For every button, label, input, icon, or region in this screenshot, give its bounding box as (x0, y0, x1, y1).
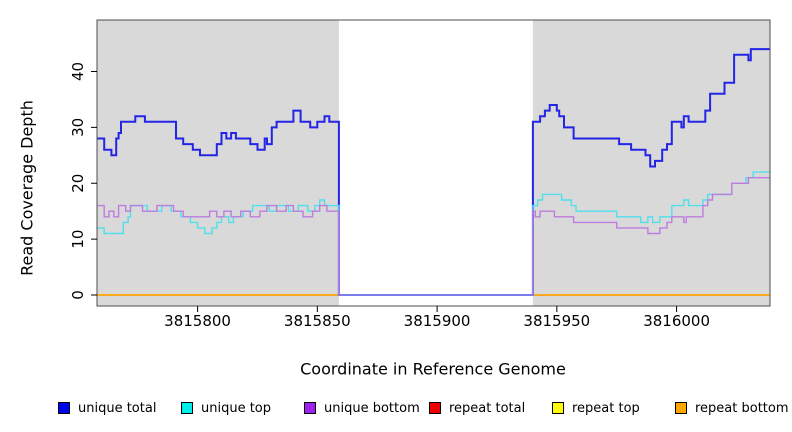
legend-label: repeat top (572, 400, 640, 416)
y-axis-label: Read Coverage Depth (17, 100, 37, 276)
x-tick-label: 3815950 (523, 312, 590, 330)
plot-border (96, 19, 771, 307)
x-tick-label: 3815900 (404, 312, 471, 330)
legend: unique total unique top unique bottom re… (0, 398, 792, 418)
y-tick-label: 20 (69, 174, 87, 193)
unique-bottom-swatch-icon (304, 402, 316, 414)
repeat-bottom-swatch-icon (675, 402, 687, 414)
x-tick-label: 3815850 (284, 312, 351, 330)
legend-item-repeat-total: repeat total (429, 398, 525, 418)
y-tick-label: 40 (69, 62, 87, 81)
shaded-region (97, 20, 339, 306)
repeat-top-swatch-icon (552, 402, 564, 414)
x-tick-label: 3815800 (164, 312, 231, 330)
y-tick-label: 0 (69, 290, 87, 300)
repeat-total-swatch-icon (429, 402, 441, 414)
y-tick-label: 10 (69, 230, 87, 249)
unique-total-swatch-icon (58, 402, 70, 414)
series-unique-top (97, 171, 770, 296)
legend-item-unique-top: unique top (181, 398, 271, 418)
series-unique-bottom (97, 177, 770, 296)
legend-item-unique-bottom: unique bottom (304, 398, 420, 418)
x-axis-label: Coordinate in Reference Genome (300, 359, 566, 379)
legend-item-repeat-top: repeat top (552, 398, 640, 418)
shaded-region (532, 20, 770, 306)
series-unique-total (97, 48, 770, 296)
legend-item-unique-total: unique total (58, 398, 156, 418)
unique-top-swatch-icon (181, 402, 193, 414)
y-tick-label: 30 (69, 118, 87, 137)
legend-label: unique top (201, 400, 272, 416)
legend-label: unique bottom (324, 400, 420, 416)
legend-label: repeat bottom (695, 400, 789, 416)
legend-item-repeat-bottom: repeat bottom (675, 398, 789, 418)
legend-label: repeat total (449, 400, 526, 416)
x-tick-label: 3816000 (643, 312, 710, 330)
legend-label: unique total (78, 400, 157, 416)
coverage-plot: 3815800 3815850 3815900 3815950 3816000 0 10 20… (69, 19, 771, 330)
